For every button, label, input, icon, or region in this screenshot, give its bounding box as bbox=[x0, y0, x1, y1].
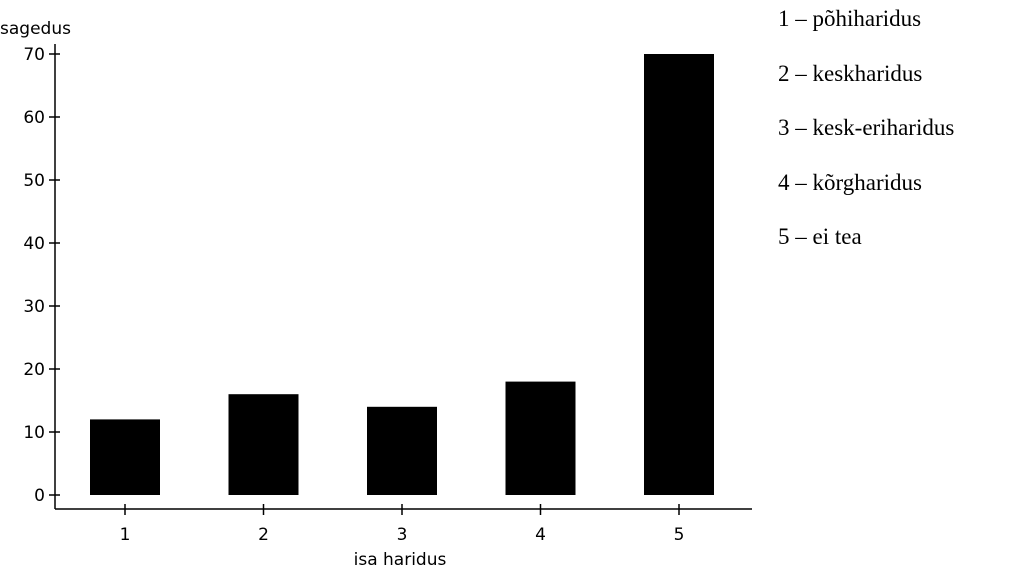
category-legend: 1 – põhiharidus 2 – keskharidus 3 – kesk… bbox=[778, 4, 954, 277]
x-tick-label: 5 bbox=[674, 525, 685, 545]
bar-3 bbox=[367, 406, 437, 495]
x-axis-label: isa haridus bbox=[354, 550, 447, 570]
bar-4 bbox=[505, 381, 576, 495]
bars bbox=[90, 54, 714, 495]
y-tick-label: 20 bbox=[23, 360, 45, 380]
legend-item: 3 – kesk-eriharidus bbox=[778, 115, 955, 140]
x-tick-label: 1 bbox=[120, 525, 131, 545]
y-tick-label: 60 bbox=[23, 108, 45, 128]
y-tick-label: 0 bbox=[34, 486, 45, 506]
legend-item: 1 – põhiharidus bbox=[778, 6, 922, 31]
x-tick-label: 2 bbox=[258, 525, 269, 545]
y-tick-label: 50 bbox=[23, 171, 45, 191]
x-tick-label: 3 bbox=[397, 525, 408, 545]
legend-item: 2 – keskharidus bbox=[778, 60, 923, 86]
bar-chart: sagedus 0 10 20 30 40 50 60 70 1 2 3 4 5 isa haridu… bbox=[0, 19, 752, 570]
bar-1 bbox=[90, 419, 160, 495]
y-tick-label: 10 bbox=[23, 423, 45, 443]
y-tick-label: 30 bbox=[23, 297, 45, 317]
legend-item: 4 – kõrgharidus bbox=[778, 169, 922, 195]
bar-5 bbox=[644, 54, 714, 495]
y-axis-label: sagedus bbox=[0, 19, 71, 39]
legend-item: 5 – ei tea bbox=[778, 224, 862, 249]
bar-2 bbox=[228, 394, 299, 495]
y-tick-label: 70 bbox=[23, 45, 45, 65]
x-tick-label: 4 bbox=[535, 525, 546, 545]
x-axis-ticks: 1 2 3 4 5 bbox=[120, 504, 685, 545]
y-tick-label: 40 bbox=[23, 234, 45, 254]
